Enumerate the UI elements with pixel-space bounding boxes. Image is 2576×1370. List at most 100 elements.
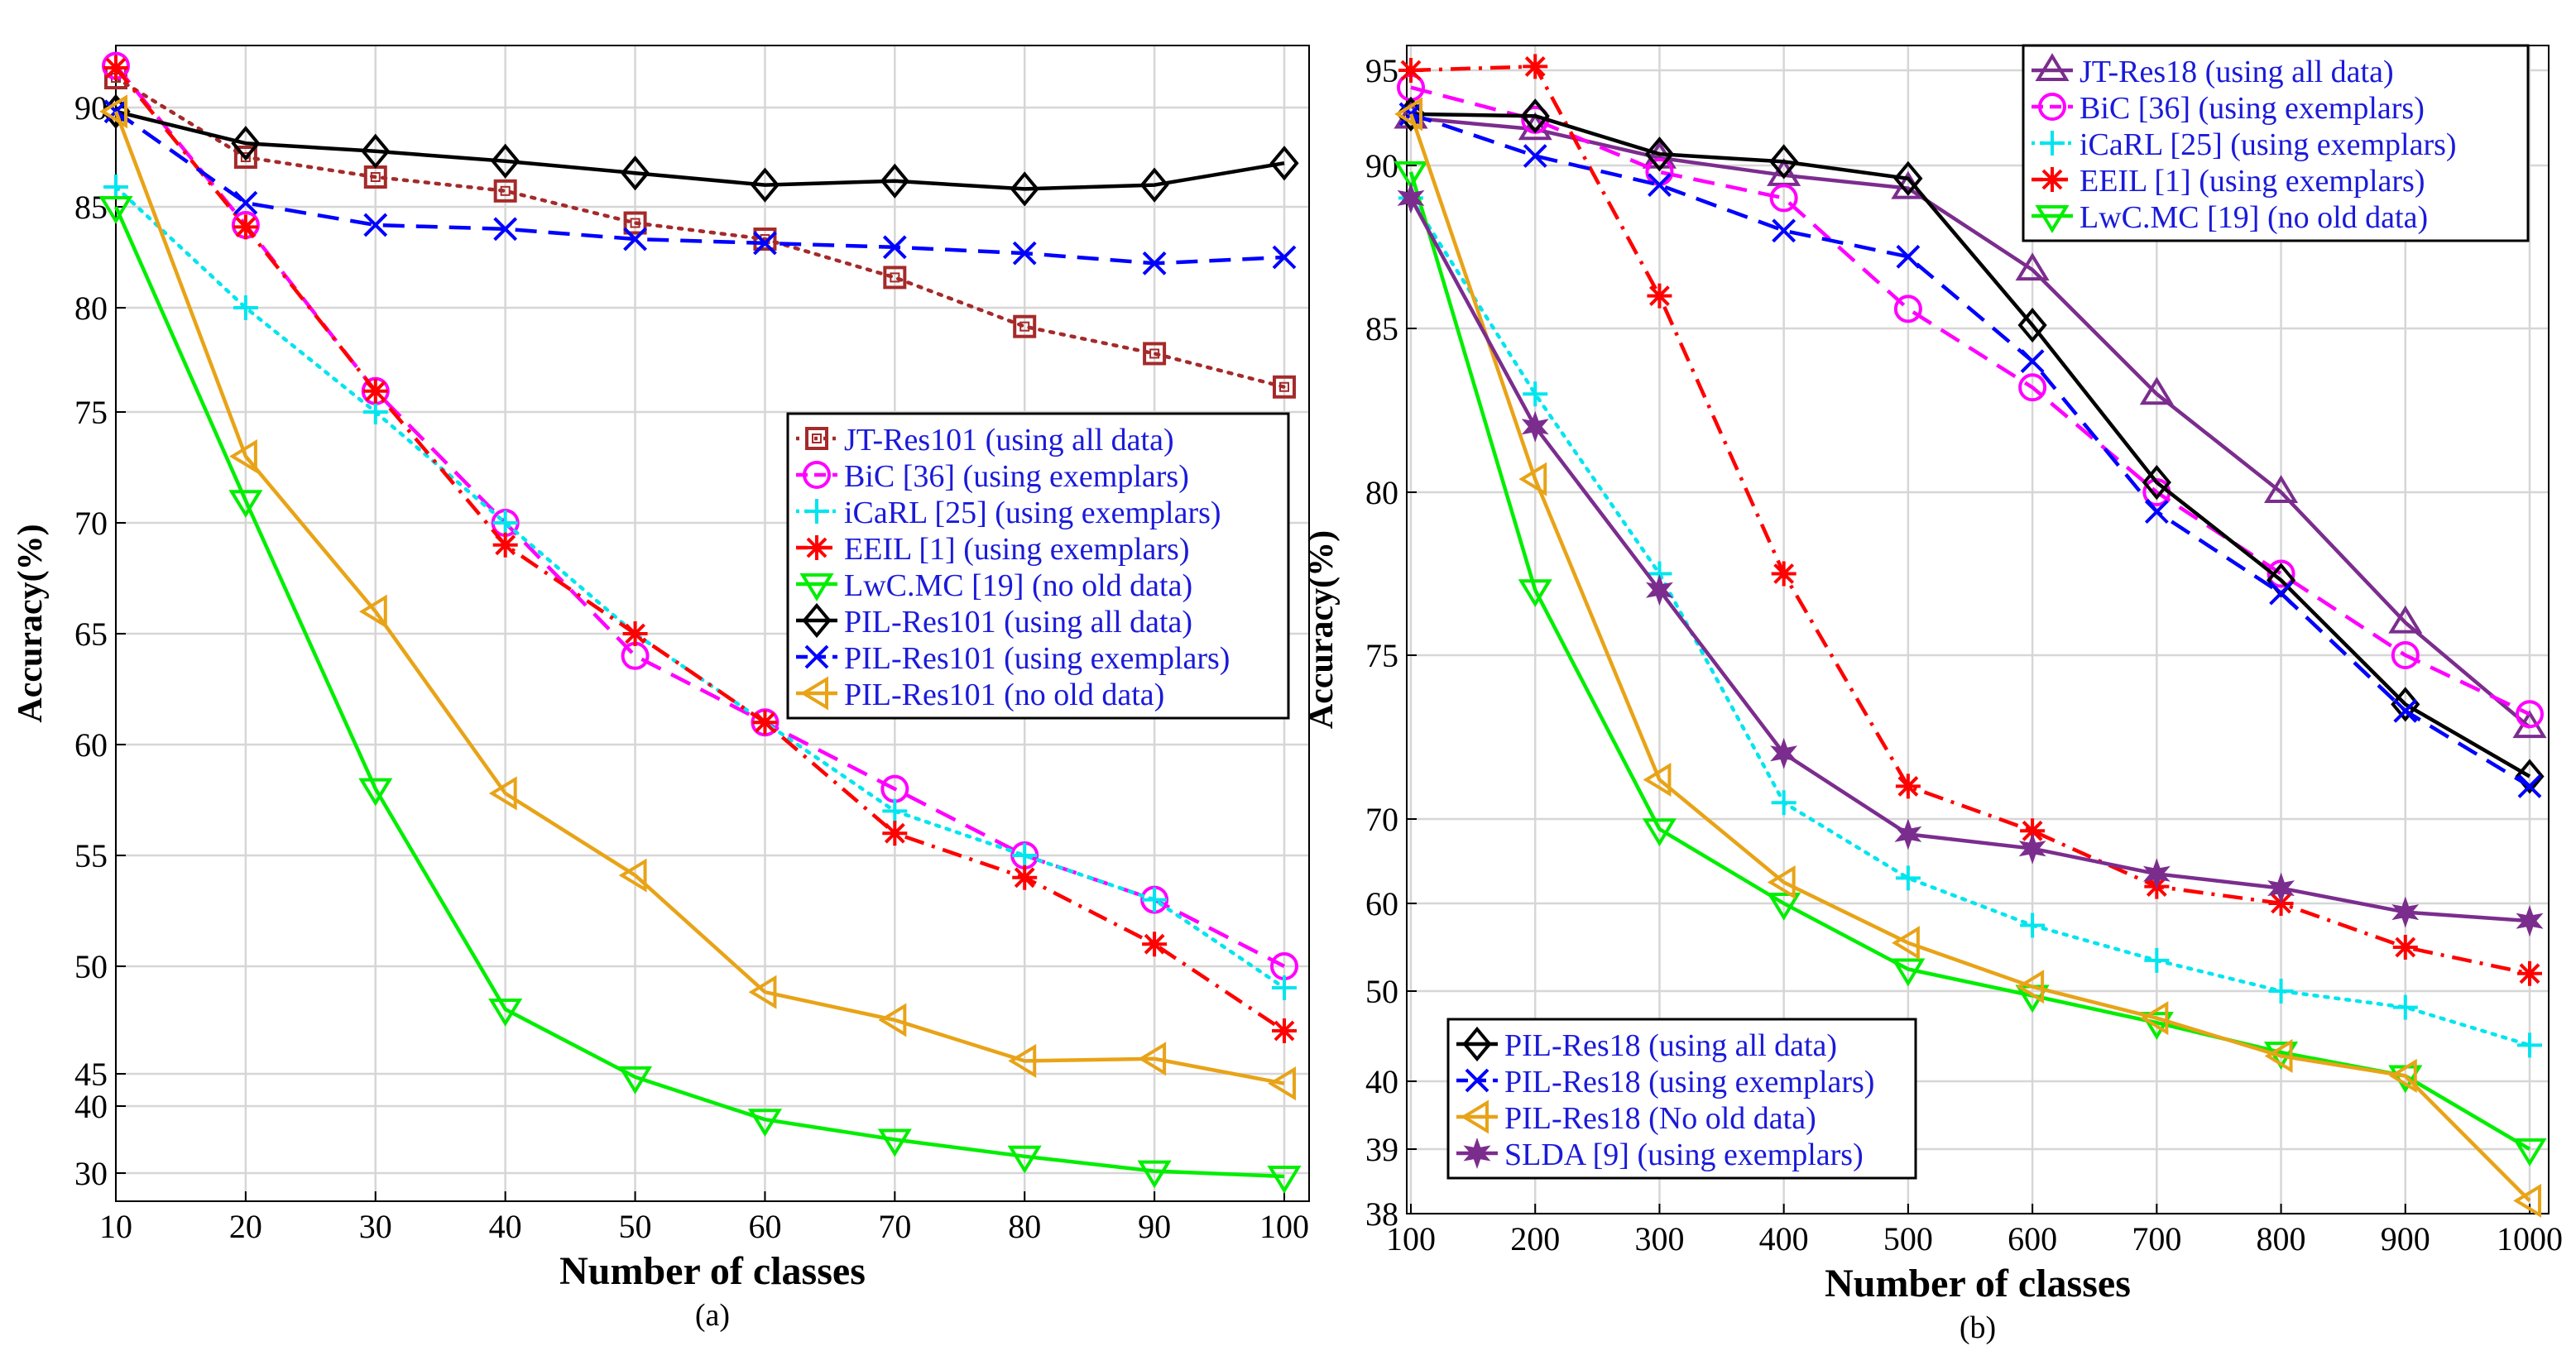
data-point-marker (1142, 251, 1167, 275)
data-point-marker (1012, 865, 1038, 890)
x-tick-label: 1000 (2497, 1220, 2563, 1257)
data-point-marker (361, 133, 391, 169)
data-point-marker (618, 1066, 653, 1095)
y-tick-label: 75 (1365, 637, 1398, 674)
data-point-marker (2144, 947, 2170, 973)
legend-marker (1463, 1137, 1491, 1170)
data-point-marker (2388, 1058, 2417, 1094)
y-axis-title: Accuracy(%) (12, 524, 50, 722)
x-tick-label: 30 (359, 1208, 392, 1245)
data-point-marker (1769, 144, 1799, 180)
series-b-4 (1394, 160, 2547, 1166)
data-point-marker (2269, 581, 2293, 606)
data-point-marker (1010, 171, 1039, 207)
legend-marker (1461, 1099, 1489, 1134)
data-point-marker (748, 975, 777, 1009)
y-tick-label: 40 (1365, 1063, 1398, 1100)
data-point-marker (1771, 561, 1796, 587)
data-point-marker (1013, 314, 1037, 338)
data-point-marker (2516, 700, 2544, 729)
data-point-marker (1642, 818, 1677, 847)
data-point-marker-inner (370, 172, 381, 182)
y-tick-label: 95 (1365, 52, 1398, 89)
legend-marker (805, 427, 828, 450)
y-tick-label: 38 (1365, 1195, 1398, 1233)
data-point-marker (228, 490, 263, 519)
series-a-7 (99, 94, 1296, 1101)
legend-marker (799, 573, 834, 601)
data-point-marker (1394, 97, 1422, 132)
data-point-marker (1137, 1160, 1172, 1189)
x-tick-label: 70 (878, 1208, 911, 1245)
series-line (1408, 196, 2532, 1047)
data-point-marker (1012, 241, 1037, 266)
data-point-marker (882, 821, 908, 846)
data-point-marker (363, 213, 388, 237)
x-tick-label: 100 (1259, 1208, 1309, 1245)
data-point-marker (233, 214, 258, 240)
data-point-marker (1523, 54, 1548, 79)
data-point-marker (2517, 774, 2542, 798)
data-point-marker (1772, 218, 1796, 243)
data-point-marker (1398, 58, 1423, 83)
x-tick-label: 800 (2257, 1220, 2306, 1257)
x-tick-label: 60 (748, 1208, 781, 1245)
data-point-marker (1521, 410, 1549, 443)
y-tick-label: 39 (1365, 1131, 1398, 1168)
data-point-marker-inner (1019, 321, 1030, 332)
y-axis-title: Accuracy(%) (1302, 530, 1341, 729)
series-b-6 (1398, 102, 2542, 798)
data-point-marker (750, 167, 780, 203)
x-tick-label: 600 (2008, 1220, 2057, 1257)
data-point-marker (2268, 979, 2294, 1004)
series-line (1410, 65, 2530, 976)
data-point-marker (1644, 137, 1675, 172)
x-axis-title: Number of classes (559, 1249, 866, 1293)
y-tick-label: 90 (1365, 147, 1398, 184)
data-point-marker (882, 235, 907, 260)
data-point-marker (2513, 1183, 2541, 1218)
data-point-marker (747, 1109, 782, 1138)
y-tick-label: 50 (1365, 973, 1398, 1010)
data-point-marker (2018, 373, 2047, 402)
data-point-marker (2020, 913, 2046, 938)
data-point-marker (2391, 896, 2420, 928)
y-tick-label: 80 (1365, 474, 1398, 511)
data-point-marker (2016, 970, 2045, 1004)
legend-marker (2040, 131, 2065, 156)
legend: JT-Res18 (using all data)BiC [36] (using… (2022, 44, 2530, 242)
data-point-marker (98, 196, 133, 224)
legend-entry: JT-Res18 (using all data) (2080, 55, 2394, 89)
data-point-marker (2392, 935, 2418, 960)
plot-frame (1406, 45, 2550, 1214)
x-tick-label: 400 (1759, 1220, 1809, 1257)
legend-marker (2035, 205, 2070, 233)
data-point-marker (1272, 975, 1297, 1000)
x-tick-label: 20 (229, 1208, 262, 1245)
series-a-5 (101, 93, 1299, 207)
x-axis-title: Number of classes (1825, 1262, 2131, 1305)
data-point-marker (1893, 295, 1922, 323)
series-a-4 (98, 196, 1302, 1194)
data-point-marker (1142, 887, 1168, 913)
data-point-marker-inner (890, 272, 900, 283)
data-point-marker (1894, 818, 1922, 850)
legend-marker (2035, 53, 2070, 81)
legend-marker (804, 644, 829, 669)
data-point-marker (1770, 737, 1798, 769)
data-point-marker (2139, 1012, 2174, 1041)
data-point-marker-inner (1149, 348, 1160, 359)
legend-entry: BiC [36] (using exemplars) (844, 459, 1189, 494)
data-point-marker (2020, 349, 2045, 374)
series-line (1409, 197, 2530, 923)
data-point-marker (488, 999, 523, 1027)
legend-box (2022, 44, 2530, 242)
data-point-marker (1143, 342, 1167, 366)
data-point-marker-inner (1279, 381, 1289, 392)
y-tick-label: 55 (74, 837, 108, 874)
data-point-marker (103, 55, 128, 80)
data-point-marker (231, 126, 261, 161)
x-tick-label: 900 (2381, 1220, 2430, 1257)
chart-a: 10 20 30 40 50 60 70 80 90 1003040455055606570758… (12, 45, 1310, 1333)
